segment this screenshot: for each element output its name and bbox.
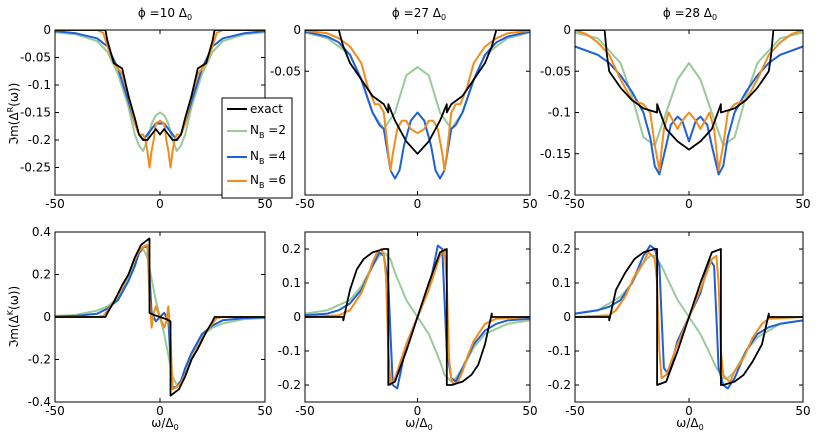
- xtick-label: 50: [257, 197, 272, 211]
- ytick-label: 0: [563, 310, 571, 324]
- legend-label-nb2: NB =2: [250, 123, 286, 140]
- series-group: [305, 244, 530, 390]
- xtick-label: 0: [685, 197, 693, 211]
- ytick-label: -0.05: [20, 51, 51, 65]
- ytick-label: -0.2: [548, 188, 571, 202]
- series-exact: [55, 30, 265, 141]
- series-group: [575, 30, 803, 176]
- ytick-label: 0.2: [552, 242, 571, 256]
- series-nb6: [305, 30, 530, 172]
- xtick-label: 0: [414, 404, 422, 418]
- xlabel-2: ω/Δ0: [405, 416, 432, 432]
- series-exact: [55, 237, 265, 397]
- xlabel-3: ω/Δ0: [676, 416, 703, 432]
- panel-bottom-left: 0.4 0.2 0 -0.2 -0.4-50 0 50: [28, 225, 273, 418]
- ytick-label: -0.1: [28, 78, 51, 92]
- panel-bottom-middle: 0.2 0.1 0 -0.1 -0.2 -50 0 50: [278, 231, 538, 418]
- panel-top-left: 0 -0.05 -0.1 -0.15 -0.2 -0.25 -50 0 50: [20, 23, 273, 211]
- series-nb4: [305, 30, 530, 180]
- panel-bottom-right: 0.2 0.1 0 -0.1 -0.2 -50 0 50: [548, 231, 811, 418]
- xtick-label: -50: [565, 197, 585, 211]
- ytick-label: -0.4: [28, 395, 51, 409]
- ytick-label: 0.4: [32, 225, 51, 239]
- xlabel-1: ω/Δ0: [151, 416, 178, 432]
- xtick-label: 0: [685, 404, 693, 418]
- col-title-2: ϕ =27 Δ0: [392, 6, 446, 22]
- series-group: [575, 244, 803, 390]
- series-nb2: [575, 31, 803, 147]
- ytick-label: 0.2: [282, 242, 301, 256]
- legend: exact NB =2 NB =4 NB =6: [221, 97, 293, 199]
- series-nb4: [575, 45, 803, 176]
- ytick-label: -0.05: [270, 64, 301, 78]
- ytick-label: 0: [293, 23, 301, 37]
- legend-label-exact: exact: [250, 102, 283, 116]
- col-title-3: ϕ =28 Δ0: [663, 6, 717, 22]
- xtick-label: -50: [295, 404, 315, 418]
- ytick-label: -0.1: [548, 344, 571, 358]
- series-exact: [575, 248, 803, 386]
- panel-top-right: 0 -0.05 -0.1 -0.15 -0.2-50 0 50: [540, 23, 811, 211]
- ytick-label: -0.25: [20, 161, 51, 175]
- ytick-label: 0.1: [282, 276, 301, 290]
- legend-label-nb6: NB =6: [250, 173, 286, 190]
- series-group: [55, 30, 265, 169]
- ylabel-row-2: ℑm(ΔK(ω)): [6, 286, 21, 348]
- series-group: [305, 30, 530, 180]
- ytick-label: -0.15: [20, 106, 51, 120]
- series-nb2: [305, 31, 530, 130]
- ytick-label: -0.2: [278, 378, 301, 392]
- xtick-label: -50: [295, 197, 315, 211]
- ytick-label: 0.2: [32, 268, 51, 282]
- legend-label-nb4: NB =4: [250, 149, 286, 166]
- xtick-label: -50: [45, 197, 65, 211]
- series-group: [55, 237, 265, 397]
- series-exact: [305, 30, 530, 155]
- ytick-label: -0.05: [540, 64, 571, 78]
- col-title-1: ϕ =10 Δ0: [138, 6, 192, 22]
- ytick-label: -0.2: [28, 133, 51, 147]
- ytick-label: -0.15: [540, 147, 571, 161]
- ytick-label: -0.1: [548, 106, 571, 120]
- xtick-label: 0: [156, 404, 164, 418]
- panel-top-middle: 0 -0.05 -50 0 50: [270, 23, 538, 211]
- ytick-label: 0: [43, 310, 51, 324]
- ytick-label: -0.1: [278, 344, 301, 358]
- xtick-label: 50: [522, 404, 537, 418]
- series-exact: [305, 248, 530, 386]
- ytick-label: 0: [43, 23, 51, 37]
- series-exact: [575, 30, 803, 151]
- ylabel-row-1: ℑm(ΔR(ω)): [6, 83, 21, 146]
- series-nb2: [55, 31, 265, 152]
- xtick-label: 50: [795, 197, 810, 211]
- xtick-label: 50: [795, 404, 810, 418]
- ytick-label: 0: [293, 310, 301, 324]
- xtick-label: 0: [414, 197, 422, 211]
- ytick-label: 0: [563, 23, 571, 37]
- xtick-label: 50: [257, 404, 272, 418]
- xtick-label: -50: [45, 404, 65, 418]
- panels: 0-0.05-0.1-0.15-0.2-0.25-50 0 500-0.05-50 0…: [20, 23, 811, 418]
- ytick-label: -0.2: [28, 353, 51, 367]
- ytick-label: -0.2: [548, 378, 571, 392]
- xtick-label: 50: [522, 197, 537, 211]
- xtick-label: 0: [156, 197, 164, 211]
- ytick-label: 0.1: [552, 276, 571, 290]
- xtick-label: -50: [565, 404, 585, 418]
